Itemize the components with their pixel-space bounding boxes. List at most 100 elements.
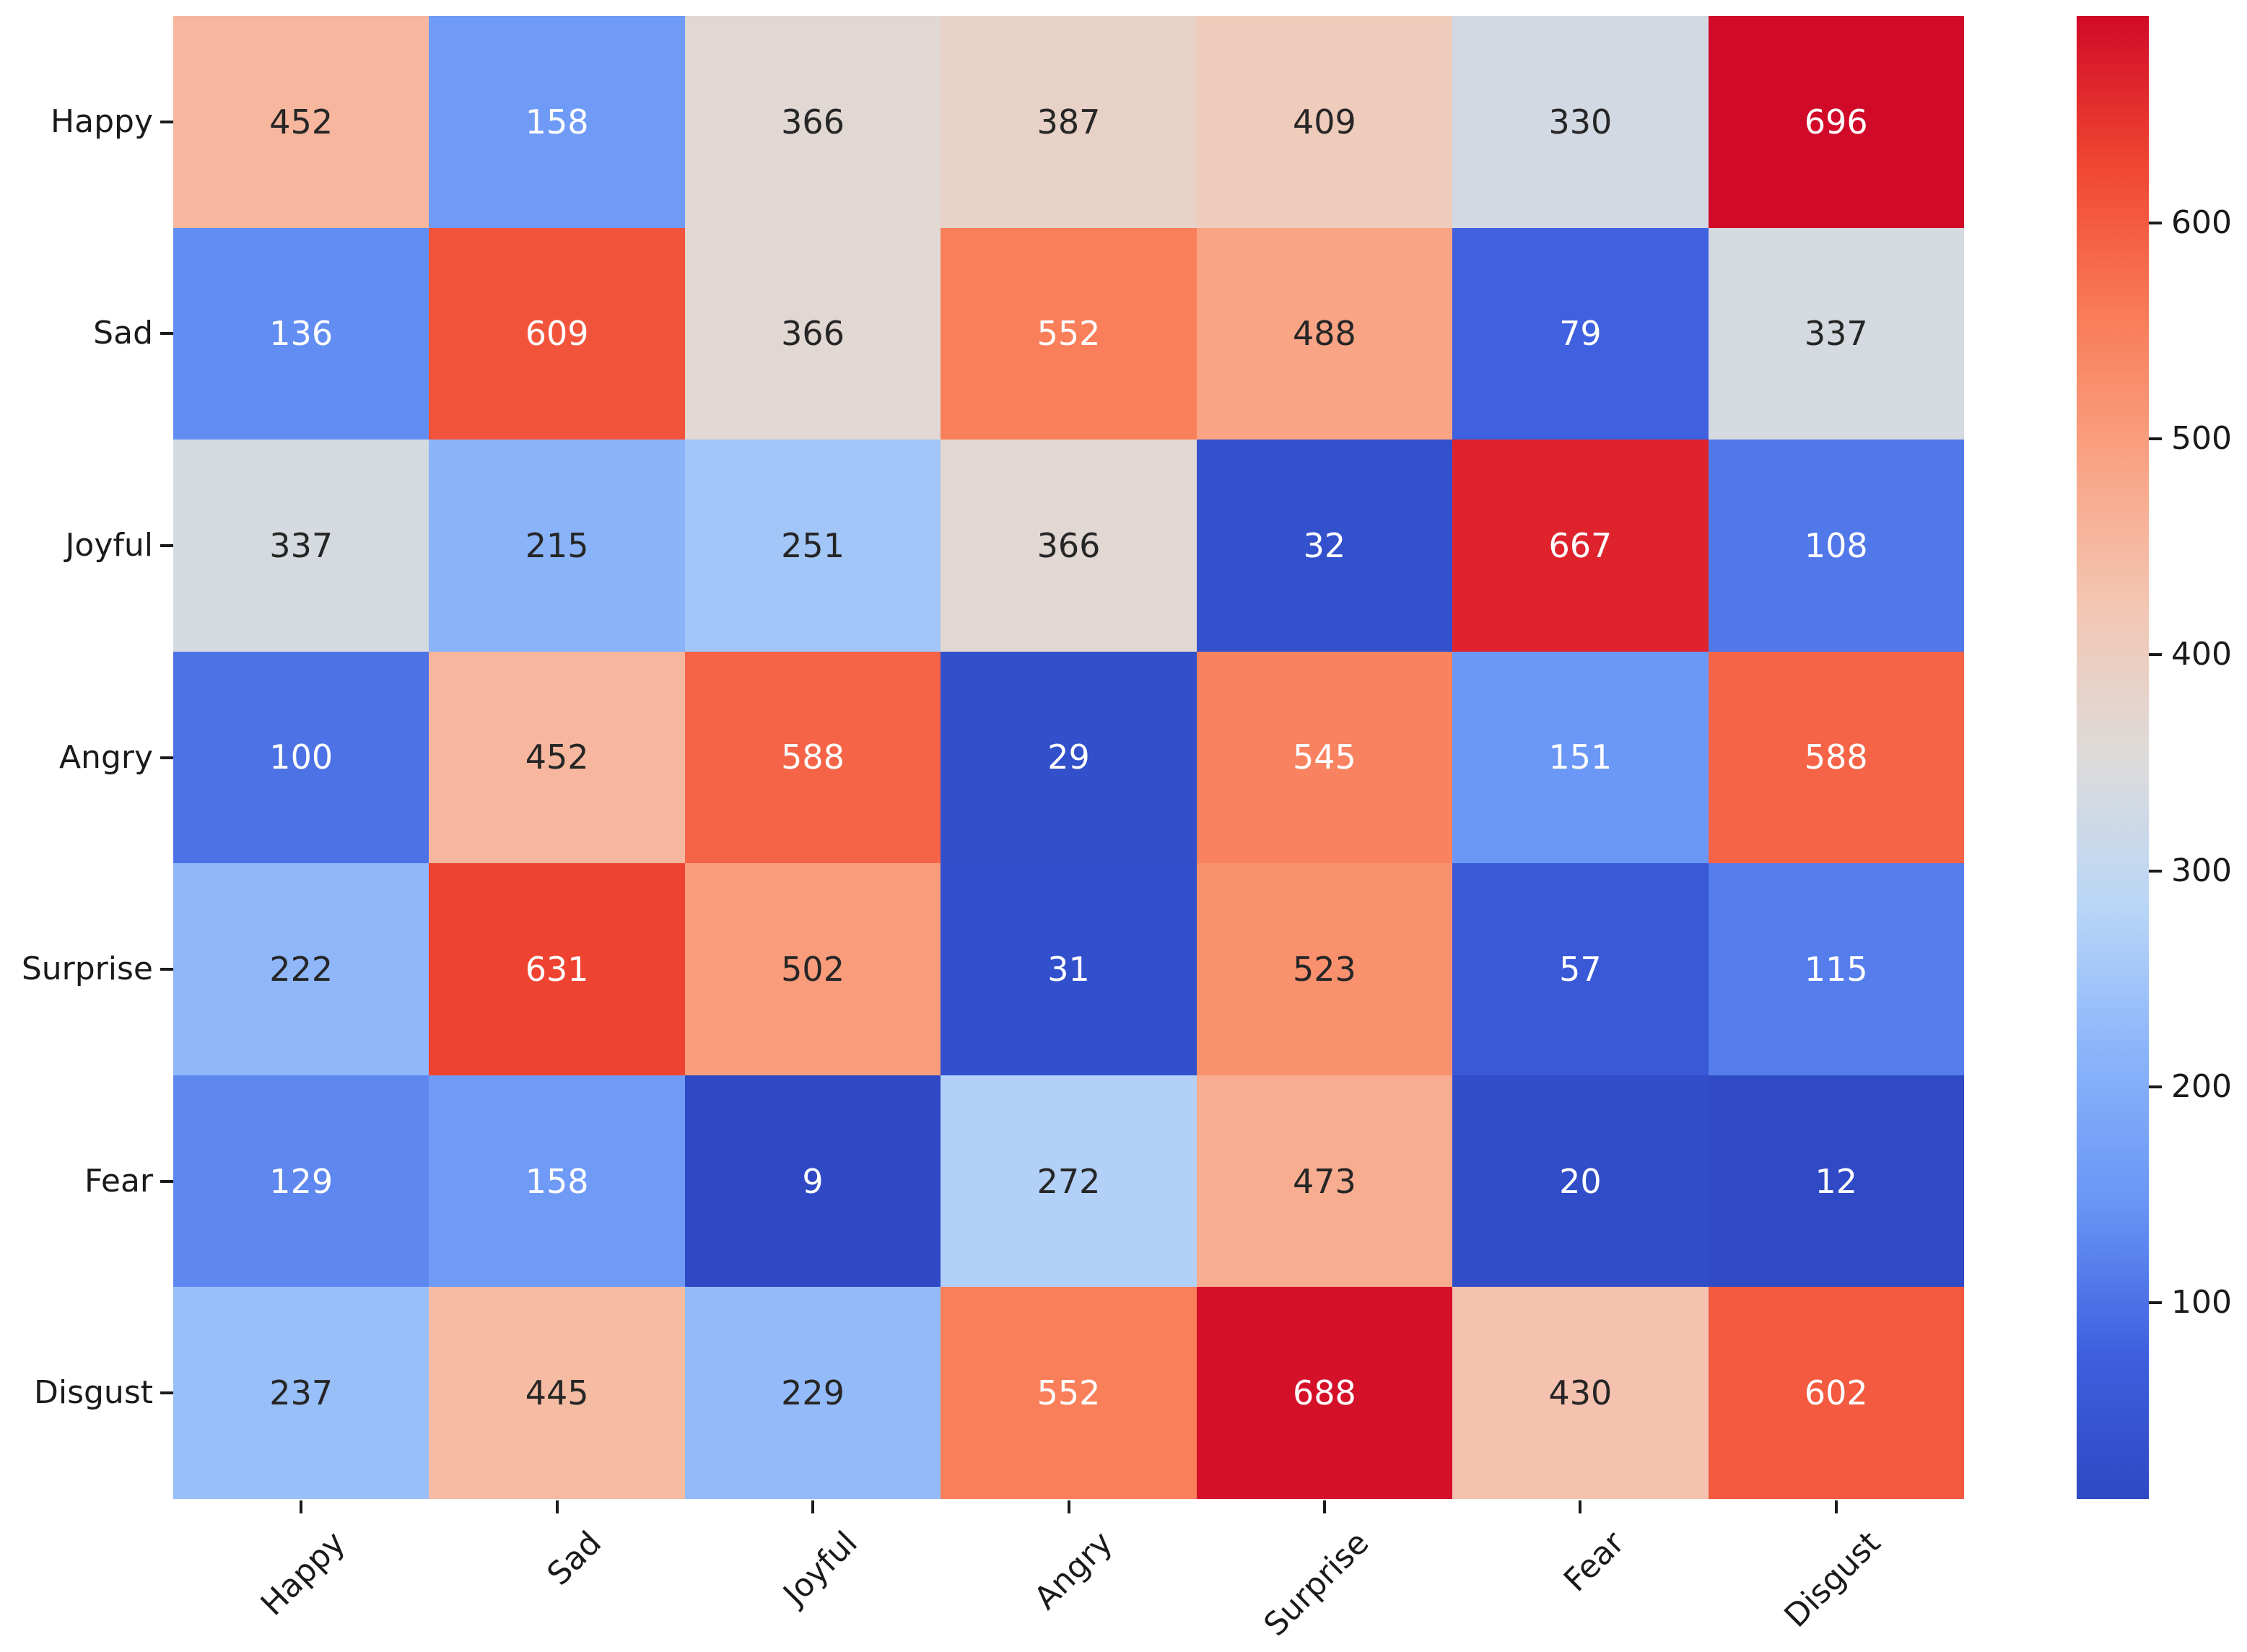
heatmap-cell: 387 <box>941 16 1197 228</box>
heatmap-cell: 229 <box>684 1287 941 1499</box>
cell-value: 552 <box>1037 1373 1101 1413</box>
heatmap-cell: 445 <box>429 1287 685 1499</box>
cell-value: 31 <box>1047 950 1090 989</box>
colorbar <box>2077 16 2149 1499</box>
cell-value: 222 <box>269 950 333 989</box>
x-tick-mark <box>1834 1500 1838 1513</box>
heatmap-cell: 29 <box>941 651 1197 864</box>
heatmap-cell: 688 <box>1196 1287 1453 1499</box>
heatmap-cell: 602 <box>1708 1287 1964 1499</box>
heatmap-cell: 502 <box>684 863 941 1075</box>
cell-value: 337 <box>1804 314 1868 354</box>
heatmap-cell: 430 <box>1452 1287 1709 1499</box>
heatmap-cell: 12 <box>1708 1075 1964 1288</box>
cell-value: 129 <box>269 1161 333 1201</box>
cell-value: 631 <box>525 950 589 989</box>
heatmap-cell: 115 <box>1708 863 1964 1075</box>
x-tick-mark <box>1322 1500 1326 1513</box>
heatmap-cell: 337 <box>173 440 429 652</box>
heatmap-cell: 330 <box>1452 16 1709 228</box>
colorbar-tick-label: 200 <box>2171 1067 2232 1105</box>
cell-value: 29 <box>1047 738 1090 777</box>
y-tick-mark <box>160 756 173 759</box>
y-axis-label: Joyful <box>65 526 153 564</box>
heatmap-cell: 20 <box>1452 1075 1709 1288</box>
heatmap-cell: 545 <box>1196 651 1453 864</box>
heatmap-cell: 129 <box>173 1075 429 1288</box>
cell-value: 215 <box>525 525 589 565</box>
cell-value: 588 <box>1804 738 1868 777</box>
cell-value: 272 <box>1037 1161 1101 1201</box>
heatmap-cell: 473 <box>1196 1075 1453 1288</box>
cell-value: 229 <box>781 1373 845 1413</box>
colorbar-tick-mark <box>2149 1085 2162 1088</box>
cell-value: 136 <box>269 314 333 354</box>
x-axis-label: Surprise <box>1257 1524 1376 1644</box>
cell-value: 9 <box>802 1161 824 1201</box>
cell-value: 502 <box>781 950 845 989</box>
heatmap-cell: 108 <box>1708 440 1964 652</box>
heatmap-cell: 158 <box>429 1075 685 1288</box>
heatmap-cell: 215 <box>429 440 685 652</box>
x-axis-label: Sad <box>540 1524 608 1593</box>
cell-value: 12 <box>1815 1161 1858 1201</box>
colorbar-tick-label: 600 <box>2171 204 2232 242</box>
heatmap-cell: 251 <box>684 440 941 652</box>
x-tick-mark <box>1579 1500 1582 1513</box>
cell-value: 545 <box>1293 738 1356 777</box>
y-tick-mark <box>160 1179 173 1183</box>
heatmap-cell: 409 <box>1196 16 1453 228</box>
cell-value: 237 <box>269 1373 333 1413</box>
y-axis-label: Happy <box>51 102 153 140</box>
y-tick-mark <box>160 968 173 971</box>
y-axis-label: Disgust <box>33 1374 153 1412</box>
heatmap-cell: 337 <box>1708 227 1964 440</box>
cell-value: 366 <box>781 102 845 141</box>
heatmap-cell: 237 <box>173 1287 429 1499</box>
cell-value: 251 <box>781 525 845 565</box>
cell-value: 523 <box>1293 950 1356 989</box>
y-axis-label: Surprise <box>21 950 153 988</box>
cell-value: 20 <box>1559 1161 1602 1201</box>
colorbar-tick-label: 300 <box>2171 852 2232 889</box>
colorbar-tick-mark <box>2149 869 2162 873</box>
colorbar-tick-mark <box>2149 1301 2162 1304</box>
heatmap-cell: 79 <box>1452 227 1709 440</box>
heatmap-cell: 158 <box>429 16 685 228</box>
y-tick-mark <box>160 332 173 336</box>
x-tick-mark <box>811 1500 815 1513</box>
cell-value: 430 <box>1548 1373 1613 1413</box>
cell-value: 151 <box>1548 738 1613 777</box>
heatmap-cell: 696 <box>1708 16 1964 228</box>
cell-value: 330 <box>1548 102 1613 141</box>
x-tick-mark <box>1067 1500 1070 1513</box>
heatmap-cell: 667 <box>1452 440 1709 652</box>
heatmap-cell: 272 <box>941 1075 1197 1288</box>
cell-value: 688 <box>1293 1373 1356 1413</box>
y-axis-label: Fear <box>84 1162 153 1199</box>
heatmap-cell: 222 <box>173 863 429 1075</box>
heatmap-cell: 552 <box>941 227 1197 440</box>
heatmap-cell: 366 <box>684 16 941 228</box>
heatmap-cell: 366 <box>941 440 1197 652</box>
cell-value: 473 <box>1293 1161 1356 1201</box>
colorbar-tick-mark <box>2149 222 2162 225</box>
heatmap-cell: 100 <box>173 651 429 864</box>
cell-value: 588 <box>781 738 845 777</box>
heatmap-cell: 588 <box>1708 651 1964 864</box>
cell-value: 387 <box>1037 102 1101 141</box>
heatmap-cell: 32 <box>1196 440 1453 652</box>
heatmap-grid: 452 158 366 387 409 330 696 136 609 366 552 488 79 33… <box>173 16 1964 1499</box>
cell-value: 609 <box>525 314 589 354</box>
heatmap-cell: 452 <box>429 651 685 864</box>
heatmap-cell: 488 <box>1196 227 1453 440</box>
y-tick-mark <box>160 120 173 123</box>
heatmap-cell: 366 <box>684 227 941 440</box>
cell-value: 445 <box>525 1373 589 1413</box>
cell-value: 115 <box>1804 950 1868 989</box>
heatmap-cell: 151 <box>1452 651 1709 864</box>
heatmap-cell: 523 <box>1196 863 1453 1075</box>
x-axis-label: Happy <box>253 1524 353 1623</box>
cell-value: 667 <box>1548 525 1613 565</box>
x-axis-label: Joyful <box>776 1524 865 1613</box>
